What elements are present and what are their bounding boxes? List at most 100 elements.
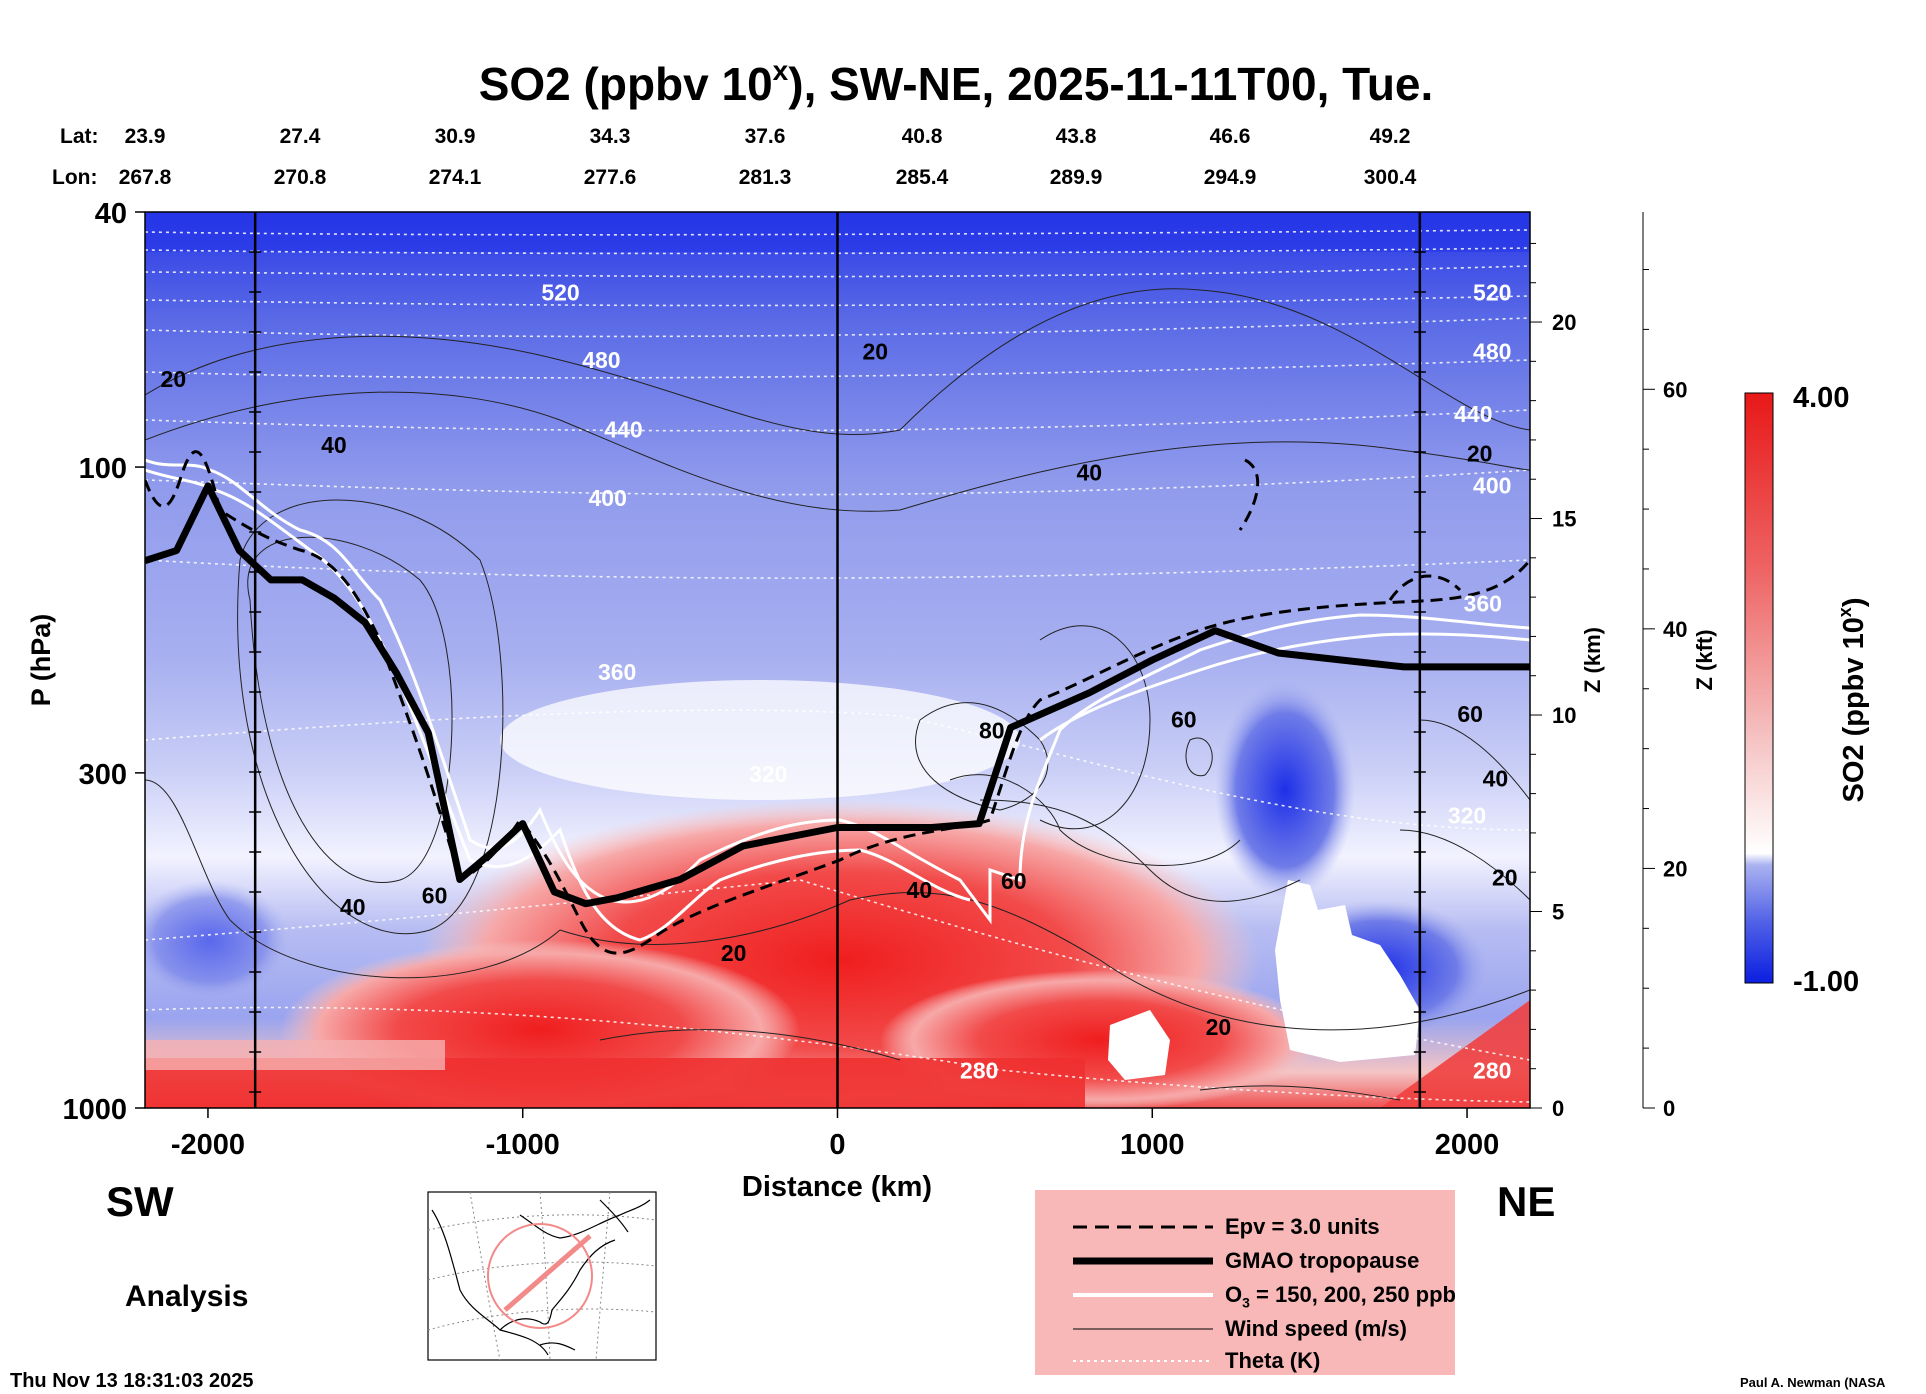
z-kft-tick-label: 60 — [1663, 377, 1687, 402]
y-axis-pressure: 40 100 300 1000 — [62, 198, 145, 1126]
theta-label: 480 — [1473, 339, 1511, 365]
wind-label: 60 — [1171, 707, 1197, 733]
theta-label: 520 — [541, 280, 579, 306]
timestamp: Thu Nov 13 18:31:03 2025 — [10, 1370, 253, 1392]
gmao-tropopause — [145, 482, 1530, 908]
legend-label-epv: Epv = 3.0 units — [1225, 1214, 1380, 1239]
ozone-contours — [145, 458, 1530, 942]
colorbar-max-label: 4.00 — [1793, 382, 1849, 414]
x-tick-label: -2000 — [171, 1129, 245, 1161]
theta-labels: 520 480 440 400 360 320 520 480 440 400 360 320 280 2… — [541, 280, 1511, 1084]
legend-item-tropopause: GMAO tropopause — [1035, 1244, 1455, 1278]
theta-label: 440 — [604, 417, 642, 443]
legend: Epv = 3.0 units GMAO tropopause O3 = 150… — [1035, 1190, 1456, 1378]
x-axis-title: Distance (km) — [742, 1171, 932, 1203]
wind-label: 80 — [979, 717, 1005, 743]
theta-contours — [145, 229, 1530, 1103]
chart-title-exponent: x — [773, 55, 789, 86]
svg-text:SO2 (ppbv 10x): SO2 (ppbv 10x) — [1835, 597, 1870, 802]
colorbar — [1744, 392, 1774, 984]
lon-value: 289.9 — [1050, 166, 1103, 189]
z-kft-tick-label: 40 — [1663, 617, 1687, 642]
lat-row-label: Lat: — [60, 125, 99, 148]
y-tick-label: 40 — [95, 198, 127, 230]
theta-label: 360 — [598, 659, 636, 685]
wind-label: 20 — [1467, 440, 1493, 466]
theta-label: 280 — [960, 1058, 998, 1084]
legend-item-theta: Theta (K) — [1035, 1344, 1455, 1378]
legend-thin-swatch — [1073, 1328, 1213, 1330]
theta-label: 360 — [1464, 590, 1502, 616]
lon-value: 300.4 — [1364, 166, 1417, 189]
wind-label: 20 — [1206, 1014, 1232, 1040]
z-kft-tick-label: 0 — [1663, 1096, 1675, 1121]
theta-label: 280 — [1473, 1058, 1511, 1084]
theta-label: 400 — [589, 485, 627, 511]
wind-label: 20 — [721, 940, 747, 966]
theta-label: 520 — [1473, 280, 1511, 306]
wind-label: 20 — [1492, 865, 1518, 891]
y-tick-label: 100 — [79, 453, 127, 485]
wind-label: 20 — [161, 366, 187, 392]
colorbar-title: SO2 (ppbv 10 — [1838, 617, 1870, 802]
z-kft-tick-label: 20 — [1663, 856, 1687, 881]
lon-value: 270.8 — [274, 166, 327, 189]
z-km-title: Z (km) — [1580, 627, 1605, 693]
wind-label: 40 — [321, 432, 347, 458]
z-km-tick-label: 10 — [1552, 703, 1576, 728]
analysis-label: Analysis — [125, 1280, 248, 1313]
z-km-tick-label: 5 — [1552, 900, 1564, 925]
x-tick-label: -1000 — [486, 1129, 560, 1161]
wind-speed-contours — [145, 288, 1530, 1101]
lon-row-label: Lon: — [52, 166, 97, 189]
theta-label: 440 — [1454, 401, 1492, 427]
legend-label-tropopause: GMAO tropopause — [1225, 1248, 1420, 1273]
z-km-tick-label: 15 — [1552, 507, 1576, 532]
z-kft-title: Z (kft) — [1692, 629, 1717, 690]
theta-label: 480 — [582, 347, 620, 373]
lat-value: 43.8 — [1056, 125, 1097, 148]
wind-label: 60 — [1457, 701, 1483, 727]
tropopause-line — [145, 482, 1530, 908]
wind-labels: 20 40 20 40 20 40 60 20 40 60 80 60 60 40 20 20 — [161, 339, 1518, 1041]
theta-label: 400 — [1473, 473, 1511, 499]
lat-value: 49.2 — [1370, 125, 1411, 148]
legend-item-epv: Epv = 3.0 units — [1035, 1210, 1455, 1244]
legend-thick-swatch — [1073, 1257, 1213, 1265]
legend-label-ozone-rest: = 150, 200, 250 ppb — [1249, 1282, 1456, 1307]
lat-value: 30.9 — [435, 125, 476, 148]
legend-label-theta: Theta (K) — [1225, 1348, 1321, 1373]
legend-item-ozone: O3 = 150, 200, 250 ppb — [1035, 1278, 1456, 1312]
legend-item-wind: Wind speed (m/s) — [1035, 1312, 1455, 1346]
credit: Paul A. Newman (NASA — [1740, 1375, 1886, 1390]
legend-label-ozone: O — [1225, 1282, 1243, 1307]
legend-white-swatch — [1073, 1293, 1213, 1297]
x-tick-label: 0 — [829, 1129, 845, 1161]
x-tick-label: 2000 — [1435, 1129, 1500, 1161]
chart-title: SO2 (ppbv 10 — [479, 58, 773, 110]
svg-text:SO2 (ppbv 10x), SW-NE, 2025-11: SO2 (ppbv 10x), SW-NE, 2025-11-11T00, Tu… — [479, 55, 1434, 110]
colorbar-min-label: -1.00 — [1793, 966, 1859, 998]
x-axis: -2000 -1000 0 1000 2000 — [171, 1108, 1499, 1161]
lon-value: 294.9 — [1204, 166, 1257, 189]
colorbar-title-exponent: x — [1835, 607, 1855, 617]
wind-label: 40 — [340, 894, 366, 920]
z-km-axis: 0 5 10 15 20 — [1530, 242, 1576, 1121]
y-tick-label: 1000 — [62, 1094, 127, 1126]
wind-label: 40 — [1483, 765, 1509, 791]
z-km-tick-label: 20 — [1552, 310, 1576, 335]
lat-value: 37.6 — [745, 125, 786, 148]
lat-lon-labels: 23.9 27.4 30.9 34.3 37.6 40.8 43.8 46.6 49.2 267.… — [119, 125, 1417, 189]
chart-title-suffix: ), SW-NE, 2025-11-11T00, Tue. — [788, 58, 1433, 110]
theta-label: 320 — [1448, 803, 1486, 829]
legend-label-wind: Wind speed (m/s) — [1225, 1316, 1407, 1341]
region-ne: NE — [1497, 1178, 1555, 1225]
lat-value: 34.3 — [590, 125, 631, 148]
y-tick-label: 300 — [79, 759, 127, 791]
lon-value: 277.6 — [584, 166, 637, 189]
legend-dotted-swatch — [1073, 1360, 1213, 1362]
y-axis-title: P (hPa) — [26, 614, 56, 707]
lat-value: 27.4 — [280, 125, 321, 148]
z-kft-axis: 0 20 40 60 — [1642, 212, 1687, 1121]
